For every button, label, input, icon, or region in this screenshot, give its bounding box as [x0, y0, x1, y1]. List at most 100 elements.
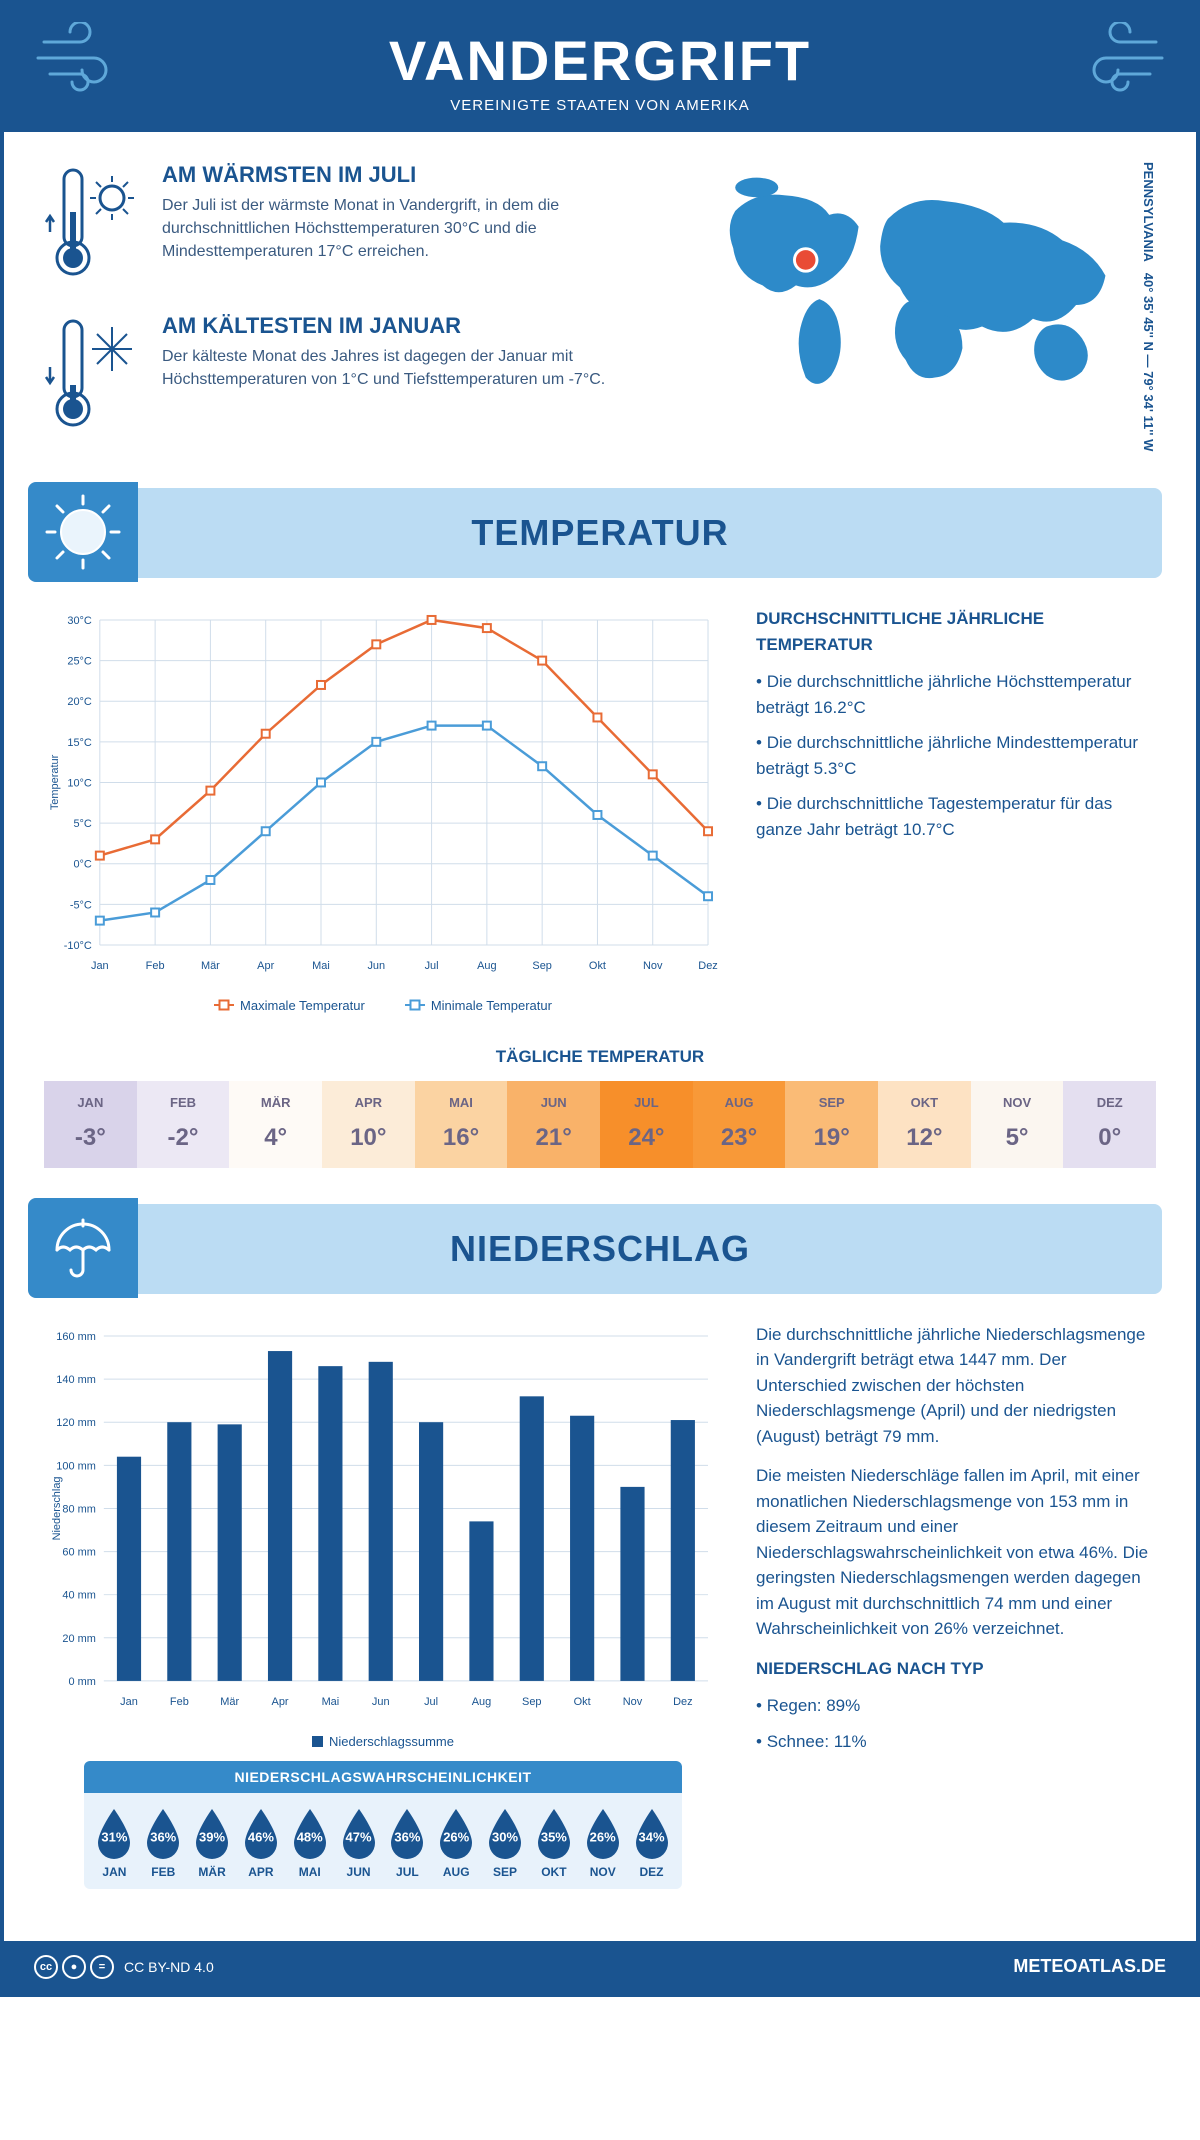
svg-text:Dez: Dez — [673, 1696, 692, 1708]
daily-temp-cell: SEP19° — [785, 1081, 878, 1168]
svg-text:Apr: Apr — [272, 1696, 289, 1708]
precipitation-legend: Niederschlagssumme — [44, 1734, 722, 1749]
prob-cell: 36%FEB — [139, 1807, 188, 1879]
thermometer-cold-icon — [44, 313, 144, 438]
prob-cell: 26%AUG — [432, 1807, 481, 1879]
temperature-stats: DURCHSCHNITTLICHE JÄHRLICHE TEMPERATUR D… — [756, 606, 1156, 1013]
svg-text:Sep: Sep — [522, 1696, 542, 1708]
svg-text:Jun: Jun — [367, 960, 385, 972]
warmest-block: AM WÄRMSTEN IM JULI Der Juli ist der wär… — [44, 162, 672, 287]
daily-temp-cell: NOV5° — [971, 1081, 1064, 1168]
svg-text:Dez: Dez — [698, 960, 717, 972]
svg-text:Okt: Okt — [574, 1696, 591, 1708]
cc-icon: cc●= — [34, 1955, 114, 1979]
svg-text:0 mm: 0 mm — [68, 1676, 95, 1688]
wind-icon — [34, 22, 144, 97]
svg-text:Niederschlag: Niederschlag — [51, 1476, 63, 1540]
svg-text:20°C: 20°C — [67, 696, 92, 708]
daily-temp-cell: MÄR4° — [229, 1081, 322, 1168]
svg-text:Feb: Feb — [146, 960, 165, 972]
svg-text:Jul: Jul — [425, 960, 439, 972]
svg-text:80 mm: 80 mm — [62, 1503, 95, 1515]
daily-temp-cell: MAI16° — [415, 1081, 508, 1168]
warmest-title: AM WÄRMSTEN IM JULI — [162, 162, 672, 188]
svg-text:Jul: Jul — [424, 1696, 438, 1708]
daily-temp-cell: FEB-2° — [137, 1081, 230, 1168]
svg-text:15°C: 15°C — [67, 737, 92, 749]
page-subtitle: VEREINIGTE STAATEN VON AMERIKA — [4, 97, 1196, 114]
svg-text:Aug: Aug — [472, 1696, 492, 1708]
daily-temperature-table: JAN-3°FEB-2°MÄR4°APR10°MAI16°JUN21°JUL24… — [44, 1081, 1156, 1168]
svg-text:Jan: Jan — [120, 1696, 138, 1708]
prob-cell: 30%SEP — [481, 1807, 530, 1879]
temperature-chart: -10°C-5°C0°C5°C10°C15°C20°C25°C30°CJanFe… — [44, 606, 722, 1013]
svg-text:Mär: Mär — [201, 960, 220, 972]
svg-text:Nov: Nov — [643, 960, 663, 972]
precip-paragraph: Die durchschnittliche jährliche Niedersc… — [756, 1322, 1156, 1450]
stat-item: Die durchschnittliche jährliche Mindestt… — [756, 730, 1156, 781]
precipitation-section-header: NIEDERSCHLAG — [38, 1204, 1162, 1294]
precipitation-probability: NIEDERSCHLAGSWAHRSCHEINLICHKEIT 31%JAN36… — [84, 1761, 682, 1889]
svg-text:Sep: Sep — [532, 960, 552, 972]
daily-temp-cell: DEZ0° — [1063, 1081, 1156, 1168]
precipitation-chart: 0 mm20 mm40 mm60 mm80 mm100 mm120 mm140 … — [44, 1322, 722, 1749]
site-name: METEOATLAS.DE — [1013, 1956, 1166, 1977]
world-map: PENNSYLVANIA 40° 35' 45'' N — 79° 34' 11… — [696, 162, 1156, 464]
page-title: VANDERGRIFT — [4, 28, 1196, 93]
svg-text:10°C: 10°C — [67, 777, 92, 789]
precip-type-item: Schnee: 11% — [756, 1729, 1156, 1755]
svg-text:Okt: Okt — [589, 960, 606, 972]
svg-text:20 mm: 20 mm — [62, 1633, 95, 1645]
stat-item: Die durchschnittliche jährliche Höchstte… — [756, 669, 1156, 720]
prob-cell: 31%JAN — [90, 1807, 139, 1879]
prob-cell: 34%DEZ — [627, 1807, 676, 1879]
prob-cell: 36%JUL — [383, 1807, 432, 1879]
svg-text:Jan: Jan — [91, 960, 109, 972]
prob-cell: 26%NOV — [578, 1807, 627, 1879]
umbrella-icon — [28, 1198, 138, 1298]
prob-cell: 35%OKT — [529, 1807, 578, 1879]
header-banner: VANDERGRIFT VEREINIGTE STAATEN VON AMERI… — [4, 4, 1196, 132]
precipitation-title: NIEDERSCHLAG — [38, 1228, 1162, 1270]
precip-paragraph: Die meisten Niederschläge fallen im Apri… — [756, 1463, 1156, 1642]
prob-cell: 48%MAI — [285, 1807, 334, 1879]
daily-temp-cell: APR10° — [322, 1081, 415, 1168]
svg-text:-5°C: -5°C — [70, 899, 92, 911]
license-label: CC BY-ND 4.0 — [124, 1959, 214, 1975]
svg-text:Feb: Feb — [170, 1696, 189, 1708]
svg-text:Jun: Jun — [372, 1696, 390, 1708]
svg-text:Mai: Mai — [312, 960, 330, 972]
temperature-section-header: TEMPERATUR — [38, 488, 1162, 578]
daily-temp-cell: OKT12° — [878, 1081, 971, 1168]
precip-type-item: Regen: 89% — [756, 1693, 1156, 1719]
svg-text:Apr: Apr — [257, 960, 274, 972]
svg-text:100 mm: 100 mm — [56, 1460, 96, 1472]
svg-text:Mär: Mär — [220, 1696, 239, 1708]
svg-text:30°C: 30°C — [67, 615, 92, 627]
prob-cell: 47%JUN — [334, 1807, 383, 1879]
coldest-text: Der kälteste Monat des Jahres ist dagege… — [162, 345, 672, 391]
svg-text:60 mm: 60 mm — [62, 1546, 95, 1558]
svg-text:120 mm: 120 mm — [56, 1417, 96, 1429]
svg-text:160 mm: 160 mm — [56, 1331, 96, 1343]
svg-text:140 mm: 140 mm — [56, 1374, 96, 1386]
daily-temp-cell: JUN21° — [507, 1081, 600, 1168]
svg-text:Mai: Mai — [322, 1696, 340, 1708]
svg-text:Aug: Aug — [477, 960, 497, 972]
coldest-block: AM KÄLTESTEN IM JANUAR Der kälteste Mona… — [44, 313, 672, 438]
svg-text:25°C: 25°C — [67, 656, 92, 668]
svg-text:5°C: 5°C — [73, 818, 91, 830]
daily-temp-cell: JUL24° — [600, 1081, 693, 1168]
sun-icon — [28, 482, 138, 582]
coldest-title: AM KÄLTESTEN IM JANUAR — [162, 313, 672, 339]
warmest-text: Der Juli ist der wärmste Monat in Vander… — [162, 194, 672, 264]
temperature-legend: #lgmax::after{border-color:#e86b35}Maxim… — [44, 998, 722, 1013]
stat-item: Die durchschnittliche Tagestemperatur fü… — [756, 791, 1156, 842]
precipitation-text: Die durchschnittliche jährliche Niedersc… — [756, 1322, 1156, 1889]
wind-icon — [1056, 22, 1166, 97]
footer: cc●= CC BY-ND 4.0 METEOATLAS.DE — [4, 1941, 1196, 1993]
temperature-title: TEMPERATUR — [38, 512, 1162, 554]
thermometer-hot-icon — [44, 162, 144, 287]
svg-text:Temperatur: Temperatur — [49, 754, 61, 810]
coordinates: PENNSYLVANIA 40° 35' 45'' N — 79° 34' 11… — [1141, 162, 1156, 451]
